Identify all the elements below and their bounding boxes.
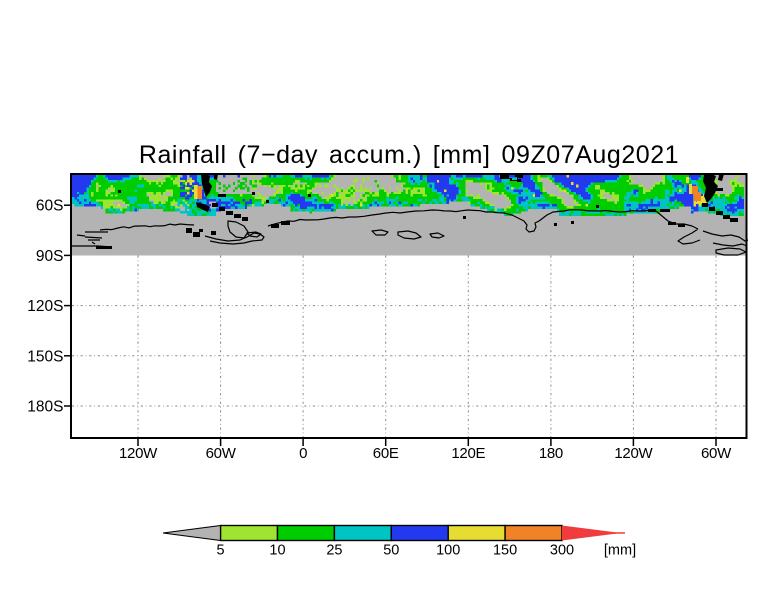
svg-text:25: 25: [326, 543, 342, 559]
svg-text:300: 300: [550, 543, 574, 559]
svg-text:120W: 120W: [614, 445, 653, 462]
svg-text:[mm]: [mm]: [604, 543, 636, 559]
svg-text:180S: 180S: [27, 399, 63, 416]
svg-text:Rainfall (7−day accum.) [mm] 0: Rainfall (7−day accum.) [mm] 09Z07Aug202…: [139, 141, 679, 169]
svg-text:60S: 60S: [36, 198, 64, 215]
svg-text:60E: 60E: [373, 445, 399, 462]
svg-text:10: 10: [269, 543, 285, 559]
svg-text:100: 100: [436, 543, 460, 559]
svg-text:150: 150: [493, 543, 517, 559]
svg-text:120W: 120W: [119, 445, 158, 462]
svg-text:120E: 120E: [451, 445, 485, 462]
svg-text:180: 180: [539, 445, 563, 462]
svg-text:0: 0: [299, 445, 307, 462]
svg-text:90S: 90S: [36, 248, 64, 265]
svg-text:150S: 150S: [27, 348, 63, 365]
svg-text:120S: 120S: [27, 298, 63, 315]
svg-text:60W: 60W: [206, 445, 237, 462]
svg-text:50: 50: [383, 543, 399, 559]
svg-text:60W: 60W: [701, 445, 732, 462]
svg-text:5: 5: [217, 543, 225, 559]
